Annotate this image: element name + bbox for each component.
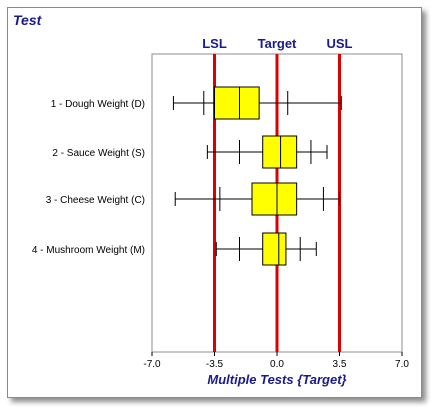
panel-title: Test [13,12,42,28]
reference-label-lsl: LSL [202,36,227,51]
reference-label-usl: USL [327,36,353,51]
x-axis-title: Multiple Tests {Target} [207,372,346,387]
x-tick-label: 3.5 [333,359,347,370]
iqr-box [262,135,298,169]
x-tick-label: 7.0 [395,359,409,370]
x-tick-label: 0.0 [270,359,284,370]
iqr-box [214,86,260,120]
category-label: 4 - Mushroom Weight (M) [32,245,145,256]
category-label: 1 - Dough Weight (D) [51,99,145,110]
iqr-box [262,232,287,266]
x-tick-label: -3.5 [206,359,224,370]
category-label: 2 - Sauce Weight (S) [52,148,145,159]
category-label: 3 - Cheese Weight (C) [46,195,145,206]
reference-label-target: Target [258,36,297,51]
x-tick-label: -7.0 [143,359,161,370]
iqr-box [251,182,298,216]
